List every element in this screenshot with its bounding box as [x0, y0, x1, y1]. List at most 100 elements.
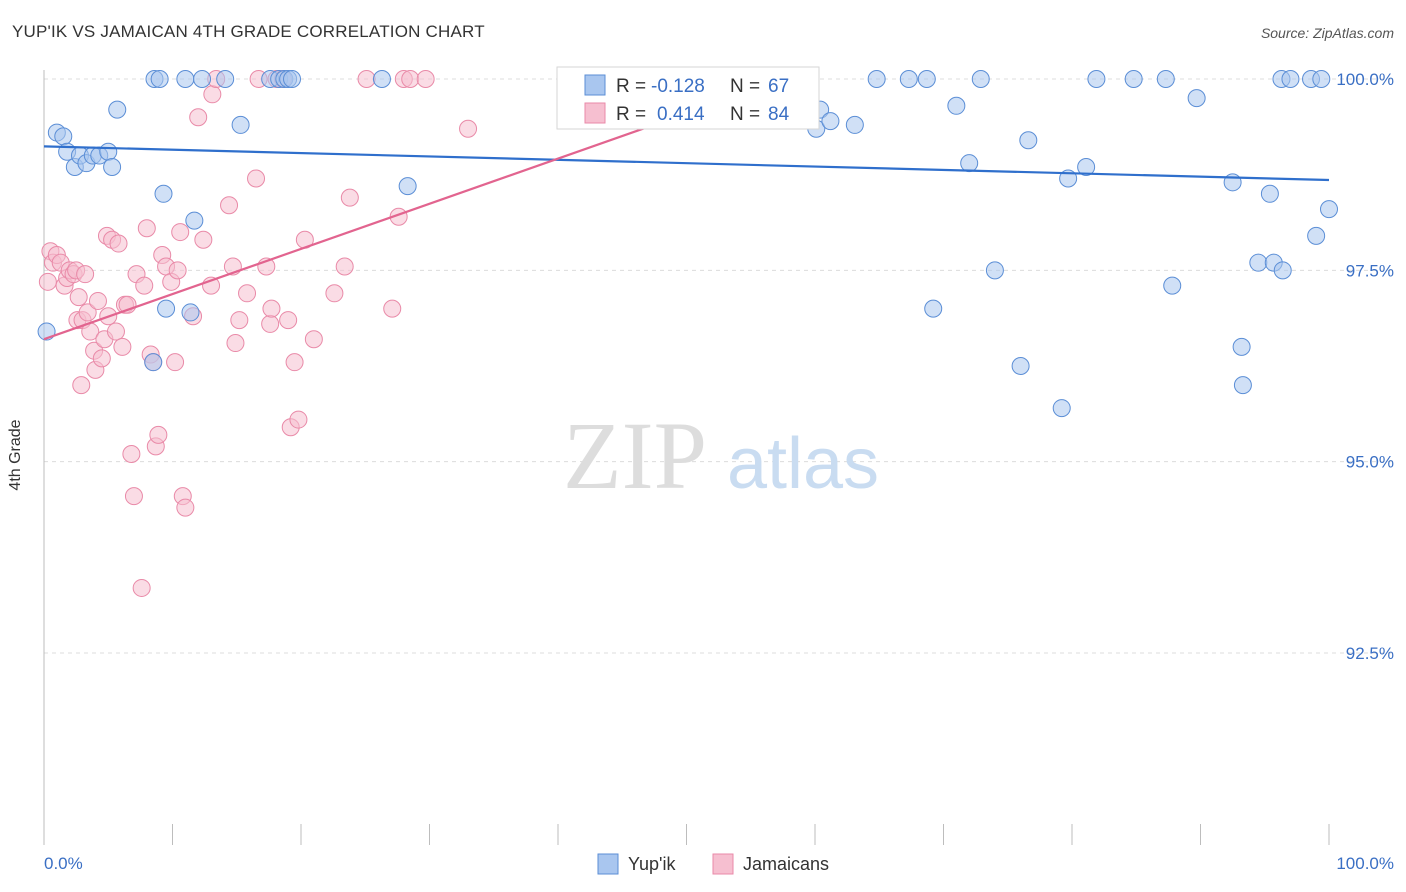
y-tick-label: 92.5% — [1346, 644, 1394, 663]
point-jamaicans — [124, 487, 143, 506]
point-yupik — [372, 70, 391, 88]
point-jamaicans — [135, 276, 154, 295]
point-yupik — [1156, 70, 1175, 88]
point-jamaicans — [166, 353, 185, 372]
stats-r-value-jamaicans: 0.414 — [657, 104, 705, 125]
point-yupik — [960, 154, 979, 173]
stats-legend-swatch-jamaicans — [584, 102, 606, 124]
point-jamaicans — [88, 291, 107, 310]
point-yupik — [398, 177, 417, 196]
point-jamaicans — [285, 353, 304, 372]
point-jamaicans — [69, 288, 88, 307]
point-yupik — [971, 70, 990, 88]
point-yupik — [1260, 184, 1279, 203]
trend-line-jamaicans — [43, 112, 687, 341]
y-tick-label: 97.5% — [1346, 261, 1394, 280]
point-yupik — [1124, 70, 1143, 88]
stats-n-label-jamaicans: N = — [730, 104, 760, 125]
point-yupik — [1232, 337, 1251, 356]
stats-legend: R = -0.128 N = 67 R = 0.414 N = 84 — [556, 66, 820, 130]
point-yupik — [1273, 261, 1292, 280]
point-jamaicans — [247, 169, 266, 188]
point-yupik — [144, 353, 163, 372]
x-tick-label: 0.0% — [44, 854, 83, 873]
point-yupik — [157, 299, 176, 318]
point-jamaicans — [171, 223, 190, 242]
series-legend: Yup'ik Jamaicans — [597, 853, 829, 875]
point-yupik — [231, 115, 250, 134]
legend-label-yupik: Yup'ik — [628, 854, 676, 874]
point-jamaicans — [72, 376, 91, 395]
point-jamaicans — [357, 70, 376, 88]
point-yupik — [1011, 357, 1030, 375]
point-yupik — [985, 261, 1004, 280]
point-yupik — [193, 70, 212, 88]
point-jamaicans — [262, 299, 281, 318]
point-jamaicans — [92, 349, 111, 368]
point-jamaicans — [149, 425, 168, 444]
point-yupik — [216, 70, 235, 88]
point-jamaicans — [238, 284, 257, 303]
point-yupik — [1077, 158, 1096, 177]
point-yupik — [54, 127, 73, 146]
point-jamaicans — [261, 314, 280, 333]
watermark: ZIP atlas — [563, 402, 879, 509]
stats-n-value-jamaicans: 84 — [768, 104, 790, 125]
point-yupik — [1052, 399, 1071, 418]
axes — [43, 70, 1330, 845]
point-jamaicans — [189, 108, 208, 127]
point-yupik — [1087, 70, 1106, 88]
point-jamaicans — [416, 70, 435, 88]
trend-lines — [43, 112, 1330, 341]
stats-n-value-yupik: 67 — [768, 76, 789, 97]
point-yupik — [867, 70, 886, 88]
point-yupik — [99, 142, 118, 161]
watermark-atlas: atlas — [727, 424, 879, 504]
chart-title: YUP'IK VS JAMAICAN 4TH GRADE CORRELATION… — [12, 22, 485, 41]
point-jamaicans — [220, 196, 239, 215]
point-yupik — [1163, 276, 1182, 295]
y-tick-label: 100.0% — [1336, 70, 1394, 89]
point-jamaicans — [203, 85, 222, 104]
point-yupik — [924, 299, 943, 318]
point-jamaicans — [335, 257, 354, 276]
point-jamaicans — [113, 337, 132, 356]
point-yupik — [899, 70, 918, 88]
point-jamaicans — [383, 299, 402, 318]
tick-labels: 92.5% 95.0% 97.5% 100.0% 0.0% 100.0% — [44, 70, 1394, 873]
stats-legend-swatch-yupik — [584, 74, 606, 96]
point-jamaicans — [176, 498, 195, 517]
x-tick-label: 100.0% — [1336, 854, 1394, 873]
stats-r-label-yupik: R = — [616, 76, 646, 97]
point-jamaicans — [38, 272, 57, 291]
point-jamaicans — [289, 410, 308, 429]
point-jamaicans — [401, 70, 420, 88]
point-jamaicans — [78, 303, 97, 322]
point-yupik — [1233, 376, 1252, 395]
point-yupik — [845, 115, 864, 134]
point-jamaicans — [304, 330, 323, 349]
y-tick-label: 95.0% — [1346, 453, 1394, 472]
watermark-zip: ZIP — [563, 402, 707, 509]
trend-line-yupik — [43, 145, 1330, 182]
point-yupik — [176, 70, 195, 88]
point-jamaicans — [122, 445, 141, 464]
point-yupik — [1281, 70, 1300, 88]
point-jamaicans — [230, 311, 249, 330]
point-jamaicans — [340, 188, 359, 207]
source-label: Source: ZipAtlas.com — [1260, 25, 1394, 41]
point-jamaicans — [459, 119, 478, 138]
point-jamaicans — [132, 578, 151, 597]
point-jamaicans — [194, 230, 213, 249]
point-yupik — [1307, 226, 1326, 245]
point-yupik — [185, 211, 204, 230]
legend-swatch-yupik — [597, 853, 619, 875]
point-yupik — [283, 70, 302, 88]
point-yupik — [947, 96, 966, 115]
point-yupik — [1019, 131, 1038, 150]
point-jamaicans — [137, 219, 156, 238]
point-yupik — [917, 70, 936, 88]
point-jamaicans — [279, 311, 298, 330]
point-yupik — [1320, 200, 1338, 219]
